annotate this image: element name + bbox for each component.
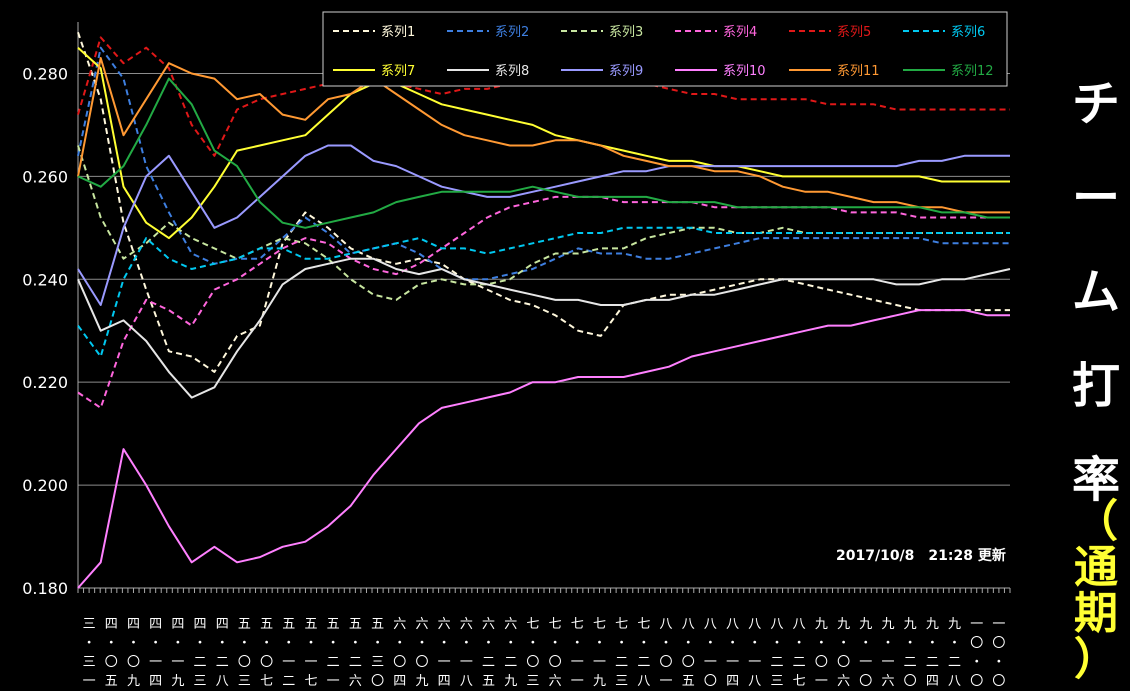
x-tick-label: 七・二八 (637, 617, 650, 689)
title-char: （ (1074, 496, 1118, 547)
x-tick-label: 一〇・〇六 (992, 617, 1005, 691)
x-tick-label: 八・二三 (770, 617, 783, 689)
series-line-6 (77, 226, 1010, 358)
x-tick-label: 八・〇五 (682, 617, 695, 689)
x-tick-label: 九・〇一 (815, 617, 828, 689)
x-tick-label: 四・一四 (149, 617, 162, 689)
gridlines (78, 72, 1010, 589)
legend-label: 系列7 (381, 64, 415, 79)
legend-label: 系列5 (837, 25, 871, 40)
update-timestamp: 2017/10/8 21:28 更新 (836, 548, 1006, 564)
x-tick-label: 三・三一 (83, 617, 96, 689)
title-char: 通 (1074, 542, 1118, 593)
x-tick-label: 六・一四 (438, 617, 451, 689)
x-tick-label: 九・一〇 (859, 617, 872, 689)
x-tick-label: 七・一九 (593, 617, 606, 689)
y-axis: 0.180 0.200 0.220 0.240 0.260 0.280 (22, 22, 79, 598)
legend-box (322, 11, 1008, 87)
title-char: チ (1071, 76, 1120, 132)
x-tick-label: 九・〇六 (837, 617, 850, 689)
title-char: ） (1074, 634, 1118, 685)
legend-label: 系列1 (381, 25, 415, 40)
x-tick-label: 七・〇三 (526, 617, 539, 689)
series-line-11 (77, 57, 1010, 214)
title-char: 打 (1071, 358, 1120, 414)
legend-label: 系列11 (837, 64, 880, 79)
x-tick-label: 七・〇六 (549, 617, 562, 689)
x-tick-label: 五・二一 (327, 617, 340, 689)
x-tick-label: 四・二三 (194, 617, 207, 689)
series-line-12 (77, 77, 1010, 229)
x-tick-label: 四・〇九 (127, 617, 140, 689)
x-tick-label: 四・一九 (171, 617, 184, 689)
series-lines (77, 31, 1011, 589)
x-tick-label: 五・二六 (349, 617, 362, 689)
legend-label: 系列4 (723, 25, 757, 40)
x-tick-label: 六・二九 (504, 617, 517, 689)
x-tick-label: 九・一六 (881, 617, 894, 689)
x-tick-label: 七・二三 (615, 617, 628, 689)
legend-label: 系列9 (609, 64, 643, 79)
series-line-7 (77, 46, 1010, 240)
x-tick-label: 五・〇三 (238, 617, 251, 689)
x-tick-label: 八・一四 (726, 617, 739, 689)
x-tick-label: 五・三〇 (371, 617, 384, 689)
legend-label: 系列12 (951, 64, 994, 79)
series-line-8 (77, 257, 1011, 399)
x-tick-label: 四・〇五 (105, 617, 118, 689)
x-tick-label: 九・二〇 (904, 617, 917, 689)
title-char: ー (1071, 170, 1120, 226)
series-line-4 (77, 195, 1010, 409)
legend-label: 系列2 (495, 25, 529, 40)
x-tick-label: 五・〇七 (260, 617, 273, 689)
x-tick-label: 八・二七 (793, 617, 806, 689)
x-tick-label: 八・一八 (748, 617, 761, 689)
x-axis: 三・三一四・〇五四・〇九四・一四四・一九四・二三四・二八五・〇三五・〇七五・一二… (77, 587, 1011, 691)
x-tick-label: 八・一〇 (704, 617, 717, 689)
legend-label: 系列3 (609, 25, 643, 40)
title-char: ム (1071, 264, 1120, 320)
series-line-9 (77, 144, 1010, 306)
y-tick-label: 0.280 (22, 64, 68, 83)
chart-subtitle: （通期） (1062, 500, 1130, 684)
chart-subtitle-text: （通期） (1062, 500, 1130, 682)
series-line-3 (77, 145, 1010, 301)
x-tick-label: 九・二四 (926, 617, 939, 689)
y-tick-label: 0.180 (22, 579, 68, 598)
x-tick-label: 五・一二 (282, 617, 295, 689)
y-tick-label: 0.200 (22, 476, 68, 495)
x-tick-label: 四・二八 (216, 617, 229, 689)
x-tick-label: 八・〇一 (660, 617, 673, 689)
series-line-1 (77, 31, 1010, 373)
legend-label: 系列6 (951, 25, 985, 40)
x-tick-label: 六・〇四 (393, 617, 406, 689)
legend: 系列1 系列2 系列3 系列4 系列5 系列6 系列7 系列8 系列9 系列10 系列11 系列12 (322, 11, 1008, 87)
y-tick-label: 0.260 (22, 167, 68, 186)
x-tick-label: 七・一一 (571, 617, 584, 689)
chart-title-text: チーム打率 (1062, 80, 1130, 504)
x-tick-label: 五・一七 (304, 617, 317, 689)
y-tick-label: 0.240 (22, 270, 68, 289)
legend-label: 系列10 (723, 64, 766, 79)
x-tick-label: 九・二八 (948, 617, 961, 689)
title-char: 率 (1071, 452, 1120, 508)
x-tick-label: 一〇・〇二 (970, 617, 983, 691)
x-tick-label: 六・〇九 (415, 617, 428, 689)
x-tick-label: 六・一八 (460, 617, 473, 689)
series-line-10 (77, 309, 1010, 589)
legend-label: 系列8 (495, 64, 529, 79)
chart-title: チーム打率 (1062, 80, 1130, 550)
y-tick-label: 0.220 (22, 373, 68, 392)
x-tick-label: 六・二五 (482, 617, 495, 689)
title-char: 期 (1074, 588, 1118, 639)
